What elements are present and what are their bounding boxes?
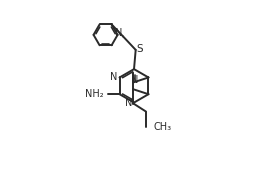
Text: CH₃: CH₃ <box>154 122 172 132</box>
Text: NH₂: NH₂ <box>85 89 104 99</box>
Text: S: S <box>136 44 143 54</box>
Text: N: N <box>115 28 122 38</box>
Text: N: N <box>125 98 132 108</box>
Text: N: N <box>110 72 118 82</box>
Text: N: N <box>131 75 138 85</box>
